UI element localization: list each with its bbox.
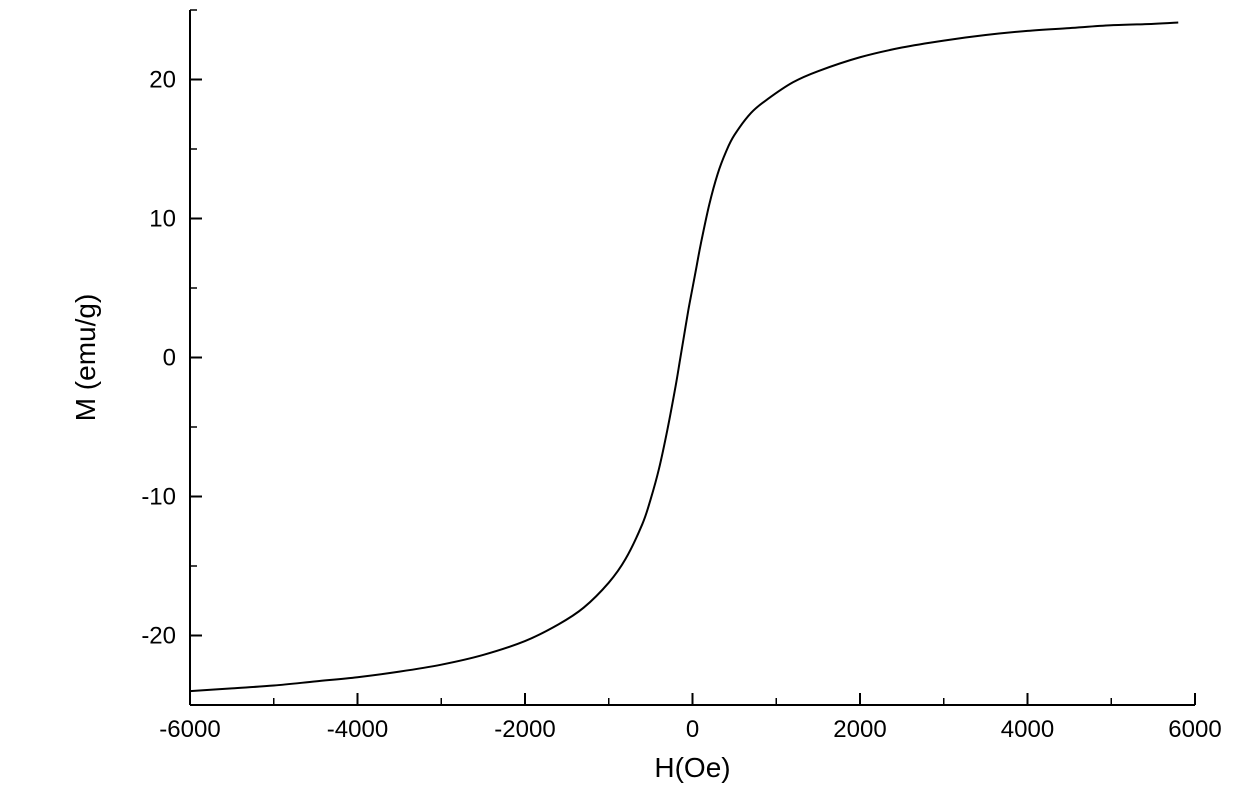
- x-axis-label: H(Oe): [654, 752, 730, 783]
- x-tick-label: 6000: [1168, 716, 1221, 743]
- y-tick-label: -20: [141, 623, 176, 650]
- y-axis-label: M (emu/g): [70, 294, 101, 422]
- x-tick-label: 2000: [833, 716, 886, 743]
- y-tick-label: 20: [149, 67, 176, 94]
- x-tick-label: -6000: [159, 716, 220, 743]
- magnetization-curve: [190, 23, 1178, 692]
- y-tick-label: 0: [163, 345, 176, 372]
- x-tick-label: -4000: [327, 716, 388, 743]
- y-tick-label: 10: [149, 206, 176, 233]
- x-tick-label: -2000: [494, 716, 555, 743]
- x-tick-label: 4000: [1001, 716, 1054, 743]
- y-tick-label: -10: [141, 484, 176, 511]
- chart-svg: -6000 -4000 -2000 0 2000 4000 6000 -20 -10 0 10 20 H…: [0, 0, 1254, 811]
- magnetization-chart: -6000 -4000 -2000 0 2000 4000 6000 -20 -10 0 10 20 H…: [0, 0, 1254, 811]
- x-tick-label: 0: [686, 716, 699, 743]
